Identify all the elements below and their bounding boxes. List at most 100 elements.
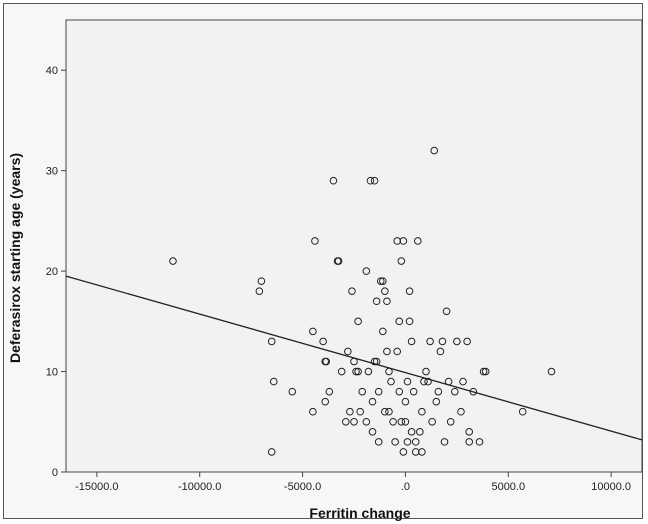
x-tick-label: 10000.0	[591, 481, 631, 493]
data-point	[364, 367, 373, 376]
data-point	[399, 448, 408, 456]
x-tick-label: -5000.0	[284, 481, 321, 493]
data-point	[442, 307, 451, 316]
data-point	[255, 287, 264, 296]
data-point	[362, 267, 371, 275]
data-point	[430, 146, 439, 155]
data-point	[354, 317, 362, 326]
data-point	[337, 367, 346, 376]
data-point	[518, 407, 527, 416]
y-axis-label: Deferasirox starting age (years)	[7, 153, 23, 363]
data-point	[321, 397, 330, 406]
data-point	[288, 387, 297, 396]
x-axis-label: Ferritin change	[309, 505, 410, 521]
data-point	[346, 407, 354, 416]
data-point	[395, 387, 404, 396]
data-point	[329, 176, 338, 185]
data-point	[311, 237, 319, 245]
data-point	[469, 387, 478, 396]
data-point	[457, 407, 465, 416]
data-point	[411, 438, 420, 446]
data-point	[383, 347, 391, 356]
data-point	[451, 387, 459, 396]
data-point	[426, 337, 434, 346]
data-point	[267, 337, 276, 346]
x-tick-label: .0	[401, 481, 410, 493]
data-point	[453, 337, 461, 346]
data-point	[385, 407, 393, 416]
data-point	[393, 347, 402, 356]
data-point	[370, 357, 379, 366]
data-point	[397, 417, 406, 426]
data-point	[418, 448, 426, 456]
data-point	[547, 367, 556, 376]
data-point	[356, 407, 364, 416]
data-point	[309, 407, 317, 416]
data-point	[401, 397, 410, 406]
y-tick-label: 30	[46, 166, 58, 178]
data-point	[352, 367, 360, 376]
data-point	[420, 377, 428, 386]
data-points	[65, 146, 643, 456]
data-point	[438, 337, 447, 346]
data-point	[395, 317, 404, 326]
data-point	[409, 387, 418, 396]
data-point	[422, 367, 430, 376]
data-point	[341, 417, 350, 426]
data-point	[413, 237, 422, 245]
data-point	[381, 287, 389, 296]
data-point	[479, 367, 488, 376]
data-point	[481, 367, 490, 376]
data-point	[463, 337, 471, 346]
data-point	[428, 417, 436, 426]
y-tick-label: 10	[46, 367, 58, 379]
data-point	[440, 438, 449, 446]
data-point	[366, 176, 375, 185]
data-point	[407, 428, 416, 436]
y-tick-label: 0	[52, 467, 58, 479]
data-point	[368, 397, 377, 406]
data-point	[379, 277, 387, 285]
data-point	[424, 377, 432, 386]
data-point	[257, 277, 266, 285]
data-point	[444, 377, 453, 386]
x-tick-label: 5000.0	[491, 481, 525, 493]
x-tick-label: -15000.0	[75, 481, 118, 493]
data-point	[385, 367, 393, 376]
data-point	[348, 287, 356, 296]
data-point	[446, 417, 455, 426]
data-point	[325, 387, 334, 396]
data-point	[381, 407, 389, 416]
data-point	[344, 347, 352, 356]
data-point	[465, 428, 474, 436]
data-point	[418, 407, 426, 416]
data-point	[379, 327, 387, 336]
data-point	[169, 257, 177, 265]
plot-area	[65, 19, 643, 473]
y-tick-label: 20	[46, 266, 58, 278]
data-point	[350, 417, 358, 426]
data-point	[319, 337, 327, 346]
data-point	[397, 257, 406, 265]
data-point	[309, 327, 317, 336]
data-point	[387, 377, 395, 386]
data-point	[432, 397, 441, 406]
data-point	[269, 377, 278, 386]
data-point	[362, 417, 371, 426]
data-point	[370, 176, 379, 185]
data-point	[267, 448, 276, 456]
data-point	[374, 387, 383, 396]
data-point	[350, 357, 358, 366]
data-point	[407, 337, 416, 346]
data-point	[459, 377, 467, 386]
data-point	[358, 387, 367, 396]
plot-area-group	[65, 19, 643, 473]
data-point	[465, 438, 474, 446]
data-point	[391, 438, 399, 446]
data-point	[374, 438, 383, 446]
data-point	[434, 387, 443, 396]
x-tick-label: -10000.0	[178, 481, 221, 493]
data-point	[383, 297, 391, 306]
data-point	[405, 317, 414, 326]
